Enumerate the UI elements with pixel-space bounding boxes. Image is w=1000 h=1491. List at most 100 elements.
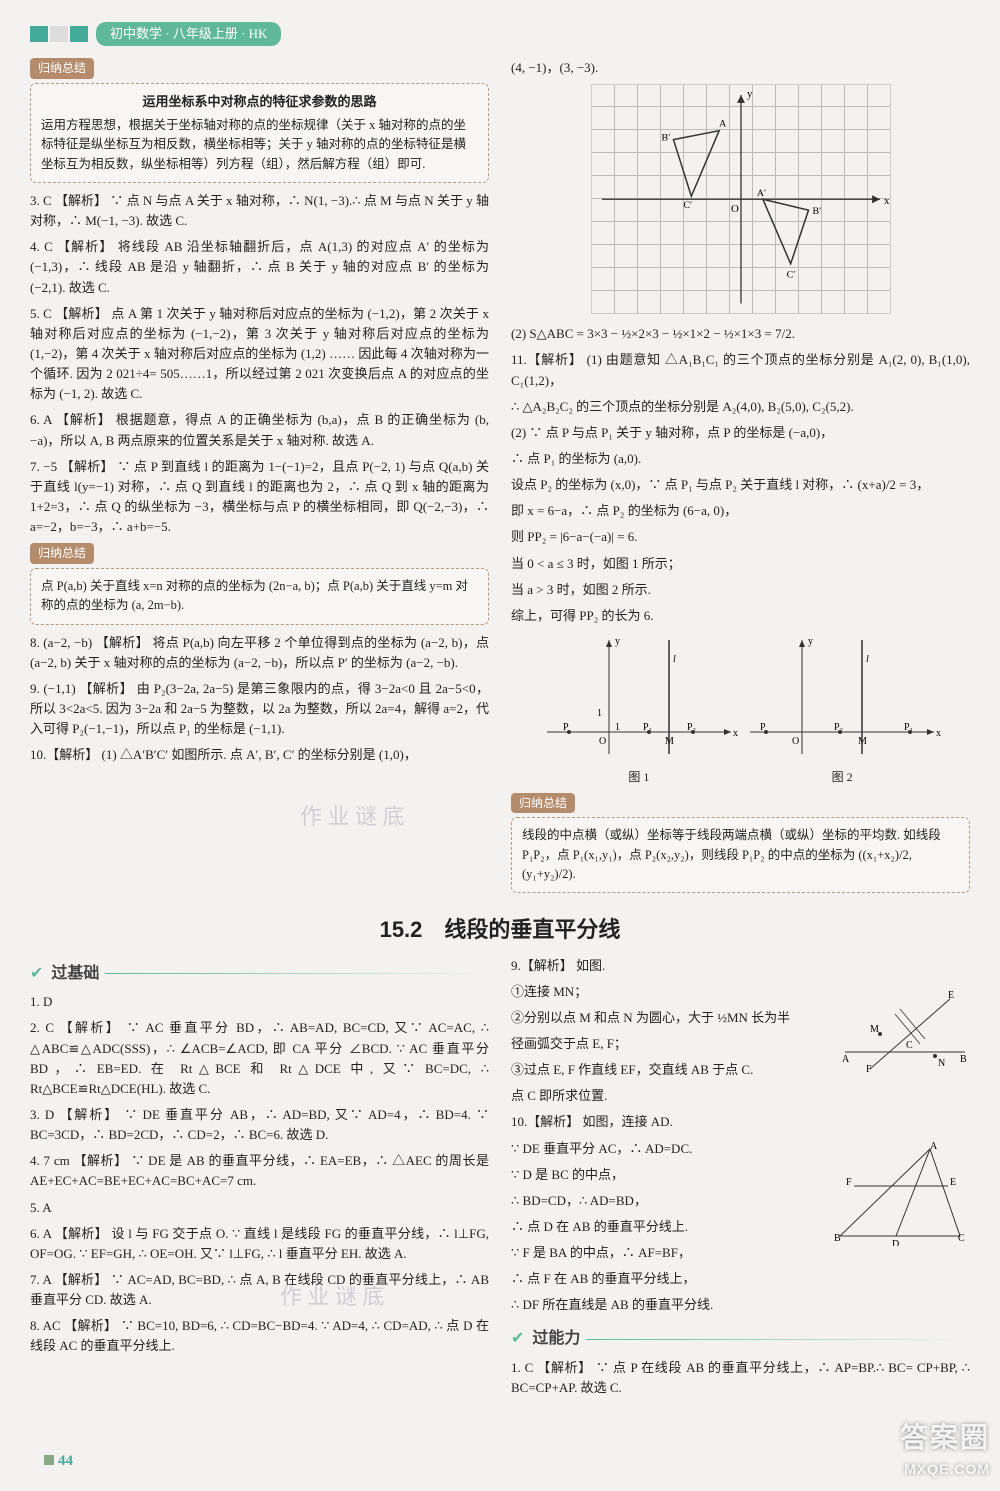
mini-graphs-row: x y O 1 1 l P P₁ P₂ M 图 1 (511, 632, 970, 787)
svg-text:E: E (948, 990, 954, 1001)
answer-item: 即 x = 6−a，∴ 点 P₂ 的坐标为 (6−a, 0)， (511, 501, 970, 521)
answer-item: 1. C 【解析】 ∵ 点 P 在线段 AB 的垂直平分线上，∴ AP=BP.∴… (511, 1358, 970, 1398)
answer-item: 6. A 【解析】 设 l 与 FG 交于点 O. ∵ 直线 l 是线段 FG … (30, 1224, 489, 1264)
svg-text:y: y (615, 636, 620, 647)
logo (30, 26, 88, 42)
answer-item: ∴ 点 P₁ 的坐标为 (a,0). (511, 449, 970, 469)
svg-text:l: l (673, 654, 676, 665)
svg-text:x: x (884, 195, 890, 207)
bottom-left-column: ✔ 过基础 1. D 2. C 【解析】 ∵ AC 垂直平分 BD，∴ AB=A… (30, 956, 489, 1405)
answer-item: 7. A 【解析】 ∵ AC=AD, BC=BD, ∴ 点 A, B 在线段 C… (30, 1270, 489, 1310)
answer-item: 1. D (30, 992, 489, 1012)
answer-item: 5. A (30, 1198, 489, 1218)
svg-text:O: O (731, 203, 739, 215)
figure-caption: 图 2 (742, 768, 942, 787)
ability-header: ✔ 过能力 (511, 1327, 970, 1352)
answer-item: 3. C 【解析】 ∵ 点 N 与点 A 关于 x 轴对称，∴ N(1, −3)… (30, 191, 489, 231)
answer-item: 点 C 即所求位置. (511, 1086, 970, 1106)
answer-item: 5. C 【解析】 点 A 第 1 次关于 y 轴对称后对应点的坐标为 (−1,… (30, 304, 489, 405)
svg-text:C: C (958, 1233, 965, 1244)
coordinate-grid: x y O A B′ C′ A′ B′ C′ (591, 84, 891, 314)
answer-item: 11.【解析】 (1) 由题意知 △A₁B₁C₁ 的三个顶点的坐标分别是 A₁(… (511, 350, 970, 390)
bottom-right-column: 9.【解析】 如图. A B M N E F C ①连接 MN； ②分别以点 M… (511, 956, 970, 1405)
answer-item: (2) ∵ 点 P 与点 P₁ 关于 y 轴对称，点 P 的坐标是 (−a,0)… (511, 423, 970, 443)
answer-item: ∴ 点 F 在 AB 的垂直平分线上， (511, 1269, 970, 1289)
svg-text:C′: C′ (786, 270, 795, 281)
basics-header: ✔ 过基础 (30, 962, 489, 987)
figure-caption: 图 1 (539, 768, 739, 787)
construction-diagram-1: A B M N E F C (840, 984, 970, 1074)
coords-line: (4, −1)，(3, −3). (511, 58, 970, 78)
answer-item: 4. C 【解析】 将线段 AB 沿坐标轴翻折后，点 A(1,3) 的对应点 A… (30, 237, 489, 297)
header-bar: 初中数学 · 八年级上册 · HK (30, 22, 970, 46)
answer-item: 10.【解析】 如图，连接 AD. (511, 1112, 970, 1132)
summary-title: 运用坐标系中对称点的特征求参数的思路 (41, 92, 478, 112)
answer-item: 3. D 【解析】 ∵ DE 垂直平分 AB，∴ AD=BD, 又∵ AD=4，… (30, 1105, 489, 1145)
upper-columns: 归纳总结 运用坐标系中对称点的特征求参数的思路 运用方程思想，根据关于坐标轴对称… (30, 58, 970, 901)
corner-watermark: 答案圈MXQE.COM (900, 1416, 990, 1481)
area-calc: (2) S△ABC = 3×3 − ½×2×3 − ½×1×2 − ½×1×3 … (511, 324, 970, 344)
summary-box-3: 线段的中点横（或纵）坐标等于线段两端点横（或纵）坐标的平均数. 如线段 P₁P₂… (511, 817, 970, 893)
answer-item: 则 PP₂ = |6−a−(−a)| = 6. (511, 527, 970, 547)
svg-text:A: A (842, 1054, 850, 1065)
answer-item: 9. (−1,1) 【解析】 由 P₂(3−2a, 2a−5) 是第三象限内的点… (30, 679, 489, 739)
summary-box-1: 运用坐标系中对称点的特征求参数的思路 运用方程思想，根据关于坐标轴对称的点的坐标… (30, 83, 489, 183)
answer-item: 6. A 【解析】 根据题意，得点 A 的正确坐标为 (b,a)，点 B 的正确… (30, 410, 489, 450)
ability-label: 过能力 (532, 1327, 580, 1352)
svg-text:O: O (599, 736, 606, 747)
svg-text:B: B (960, 1054, 967, 1065)
right-column: (4, −1)，(3, −3). x y O A B′ C′ A′ B′ C′ (511, 58, 970, 901)
lower-columns: ✔ 过基础 1. D 2. C 【解析】 ∵ AC 垂直平分 BD，∴ AB=A… (30, 956, 970, 1405)
answer-item: 综上，可得 PP₂ 的长为 6. (511, 606, 970, 626)
figure-2: x y O l P P₂ P₁ M 图 2 (742, 632, 942, 787)
svg-text:F: F (846, 1177, 852, 1188)
svg-text:C′: C′ (683, 200, 692, 211)
svg-text:B′: B′ (661, 133, 670, 144)
svg-text:F: F (866, 1064, 872, 1074)
answer-item: 当 0 < a ≤ 3 时，如图 1 所示； (511, 554, 970, 574)
svg-text:1: 1 (597, 708, 602, 719)
svg-text:x: x (936, 728, 941, 739)
answer-item: 7. −5 【解析】 ∵ 点 P 到直线 l 的距离为 1−(−1)=2，且点 … (30, 457, 489, 538)
svg-text:B: B (834, 1233, 841, 1244)
check-icon: ✔ (30, 962, 43, 987)
answer-item: 当 a > 3 时，如图 2 所示. (511, 580, 970, 600)
page-number-value: 44 (58, 1453, 73, 1469)
answer-item: ∴ DF 所在直线是 AB 的垂直平分线. (511, 1295, 970, 1315)
svg-text:A: A (930, 1141, 938, 1152)
answer-item: 4. 7 cm 【解析】 ∵ DE 是 AB 的垂直平分线，∴ EA=EB，∴ … (30, 1151, 489, 1191)
svg-text:y: y (808, 636, 813, 647)
svg-text:E: E (950, 1177, 956, 1188)
summary-body: 线段的中点横（或纵）坐标等于线段两端点横（或纵）坐标的平均数. 如线段 P₁P₂… (522, 826, 959, 884)
svg-text:N: N (938, 1058, 945, 1069)
svg-text:D: D (892, 1239, 899, 1246)
answer-item: 10.【解析】 (1) △A′B′C′ 如图所示. 点 A′, B′, C′ 的… (30, 745, 489, 765)
svg-text:1: 1 (615, 722, 620, 733)
svg-text:C: C (906, 1040, 913, 1051)
svg-text:M: M (665, 736, 674, 747)
svg-text:A′: A′ (756, 189, 765, 200)
svg-text:A: A (719, 119, 727, 130)
answer-item: ∴ △A₂B₂C₂ 的三个顶点的坐标分别是 A₂(4,0), B₂(5,0), … (511, 397, 970, 417)
svg-text:l: l (866, 654, 869, 665)
answer-item: 8. (a−2, −b) 【解析】 将点 P(a,b) 向左平移 2 个单位得到… (30, 633, 489, 673)
svg-text:y: y (746, 88, 752, 100)
construction-diagram-2: A B C D F E (830, 1141, 970, 1246)
answer-item: 2. C 【解析】 ∵ AC 垂直平分 BD，∴ AB=AD, BC=CD, 又… (30, 1018, 489, 1099)
figure-1: x y O 1 1 l P P₁ P₂ M 图 1 (539, 632, 739, 787)
svg-text:M: M (870, 1024, 879, 1035)
svg-text:B′: B′ (812, 206, 821, 217)
check-icon: ✔ (511, 1327, 524, 1352)
answer-item: ∵ F 是 BA 的中点，∴ AF=BF， (511, 1243, 970, 1263)
left-column: 归纳总结 运用坐标系中对称点的特征求参数的思路 运用方程思想，根据关于坐标轴对称… (30, 58, 489, 901)
answer-item: 设点 P₂ 的坐标为 (x,0)，∵ 点 P₁ 与点 P₂ 关于直线 l 对称，… (511, 475, 970, 495)
section-title: 15.2 线段的垂直平分线 (30, 913, 970, 947)
summary-box-2: 点 P(a,b) 关于直线 x=n 对称的点的坐标为 (2n−a, b)；点 P… (30, 568, 489, 625)
summary-body: 运用方程思想，根据关于坐标轴对称的点的坐标规律（关于 x 轴对称的点的坐标特征是… (41, 116, 478, 174)
svg-text:O: O (792, 736, 799, 747)
summary-tag-2: 归纳总结 (30, 543, 94, 564)
svg-text:x: x (733, 728, 738, 739)
basics-label: 过基础 (51, 962, 99, 987)
answer-item: 8. AC 【解析】 ∵ BC=10, BD=6, ∴ CD=BC−BD=4. … (30, 1316, 489, 1356)
summary-body: 点 P(a,b) 关于直线 x=n 对称的点的坐标为 (2n−a, b)；点 P… (41, 577, 478, 616)
